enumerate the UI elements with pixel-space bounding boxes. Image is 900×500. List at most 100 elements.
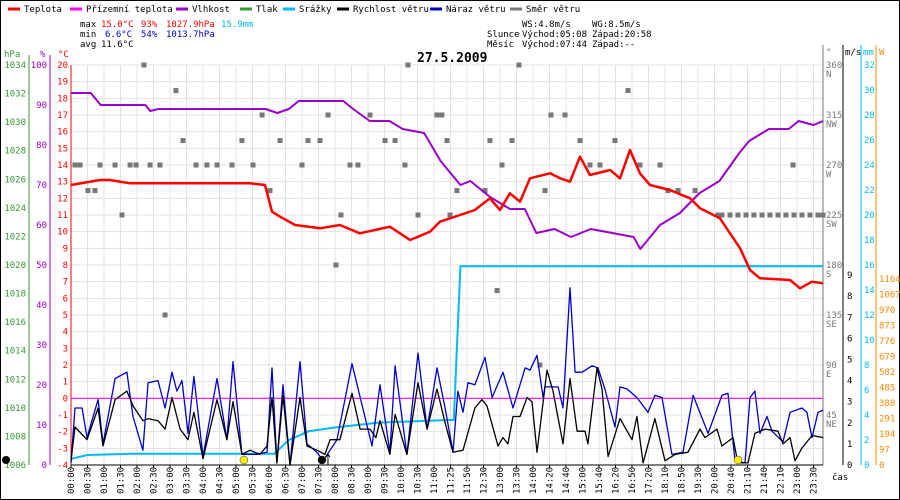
tick-direction: 90: [826, 361, 837, 371]
tick-label-time: 09:30: [381, 467, 391, 494]
wind-direction-point: [494, 288, 500, 294]
wind-direction-point: [509, 138, 515, 144]
tick-temperature: 2: [63, 361, 68, 371]
wind-direction-point: [743, 212, 749, 218]
wind-direction-point: [299, 162, 305, 168]
tick-rain: 30: [864, 86, 875, 96]
wind-direction-point: [402, 162, 408, 168]
legend-label: Vlhkost: [192, 5, 230, 15]
wind-direction-point: [392, 138, 398, 144]
wind-direction-point: [415, 212, 421, 218]
wind-direction-point: [454, 188, 460, 194]
tick-label-time: 06:00: [265, 467, 275, 494]
axes: hPa% °C1006100810101012101410161018102010…: [4, 45, 900, 494]
tick-compass: W: [826, 170, 832, 180]
tick-temperature: 0: [63, 394, 68, 404]
wind-direction-point: [97, 162, 103, 168]
stats-block: max 15.0°C 93% 1027.9hPa 15.9mm min 6.6°…: [80, 20, 254, 50]
tick-compass: NE: [826, 420, 837, 430]
tick-rain: 6: [864, 386, 869, 396]
tick-pressure: 1006: [4, 461, 26, 471]
rain-line: [70, 265, 824, 460]
tick-pressure: 1026: [4, 175, 26, 185]
tick-radiation: 873: [879, 322, 895, 332]
wind-direction-point: [715, 212, 721, 218]
axis-unit-radiation: W: [879, 48, 885, 58]
tick-direction: 45: [826, 411, 837, 421]
tick-rain: 0: [864, 461, 869, 471]
tick-pressure: 1010: [4, 404, 26, 414]
tick-radiation: 1164: [879, 275, 900, 285]
legend-label: Srážky: [299, 5, 332, 15]
moon-set: Západ:--: [592, 40, 635, 50]
tick-direction: 135: [826, 311, 842, 321]
wind-direction-point: [405, 62, 411, 68]
tick-compass: S: [826, 270, 831, 280]
wind-direction-point: [719, 212, 725, 218]
tick-pressure: 1016: [4, 318, 26, 328]
tick-wind: 4: [847, 377, 852, 387]
tick-compass: N: [826, 70, 831, 80]
tick-label-time: 14:00: [529, 467, 539, 494]
tick-pressure: 1028: [4, 147, 26, 157]
wind-direction-point: [692, 188, 698, 194]
wind-direction-point: [587, 162, 593, 168]
tick-rain: 8: [864, 361, 869, 371]
tick-humidity: 50: [36, 261, 47, 271]
wind-direction-point: [675, 188, 681, 194]
tick-temperature: -2: [57, 428, 68, 438]
tick-temperature: 14: [57, 161, 68, 171]
wind-direction-point: [444, 138, 450, 144]
tick-radiation: 970: [879, 306, 895, 316]
tick-pressure: 1012: [4, 375, 26, 385]
wind-direction-point: [548, 112, 554, 118]
tick-label-time: 08:30: [348, 467, 358, 494]
wind-direction-point: [112, 162, 118, 168]
wind-direction-point: [542, 188, 548, 194]
tick-label-time: 09:00: [364, 467, 374, 494]
wind-direction-point: [92, 188, 98, 194]
tick-temperature: 5: [63, 311, 68, 321]
wind-direction-point: [141, 62, 147, 68]
min-pressure: 1013.7hPa: [166, 30, 215, 40]
max-pressure: 1027.9hPa: [166, 20, 215, 30]
max-humidity: 93%: [141, 20, 158, 30]
wind-direction-point: [133, 162, 139, 168]
tick-temperature: 20: [57, 61, 68, 71]
wind-direction-point: [735, 212, 741, 218]
tick-humidity: 70: [36, 181, 47, 191]
tick-label-time: 04:30: [216, 467, 226, 494]
avg-label: avg: [80, 40, 96, 50]
tick-temperature: 10: [57, 228, 68, 238]
tick-temperature: 13: [57, 178, 68, 188]
legend-label: Teplota: [24, 5, 62, 15]
tick-label-time: 21:10: [744, 467, 754, 494]
tick-label-time: 18:10: [661, 467, 671, 494]
wind-direction-point: [759, 212, 765, 218]
tick-radiation: 388: [879, 399, 895, 409]
wind-direction-point: [338, 212, 344, 218]
tick-label-time: 11:25: [447, 467, 457, 494]
tick-temperature: 17: [57, 111, 68, 121]
tick-label-time: 16:20: [612, 467, 622, 494]
tick-label-time: 02:30: [150, 467, 160, 494]
tick-temperature: 15: [57, 144, 68, 154]
wind-direction-point: [193, 162, 199, 168]
tick-label-time: 03:30: [183, 467, 193, 494]
tick-pressure: 1030: [4, 118, 26, 128]
tick-wind: 3: [847, 398, 852, 408]
tick-humidity: 0: [42, 461, 47, 471]
wind-direction-point: [72, 162, 78, 168]
wind-direction-point: [447, 212, 453, 218]
sun-rise: Východ:05:08: [522, 30, 587, 40]
wind-direction-point: [597, 162, 603, 168]
tick-humidity: 60: [36, 221, 47, 231]
tick-label-time: 23:30: [810, 467, 820, 494]
tick-pressure: 1018: [4, 290, 26, 300]
wind-direction-point: [180, 138, 186, 144]
tick-temperature: 9: [63, 244, 68, 254]
axis-unit-pressure: hPa: [4, 50, 20, 60]
tick-label-time: 05:30: [249, 467, 259, 494]
sun-set: Západ:20:58: [592, 30, 652, 40]
wind-speed-max: WS:4.8m/s: [522, 20, 571, 30]
